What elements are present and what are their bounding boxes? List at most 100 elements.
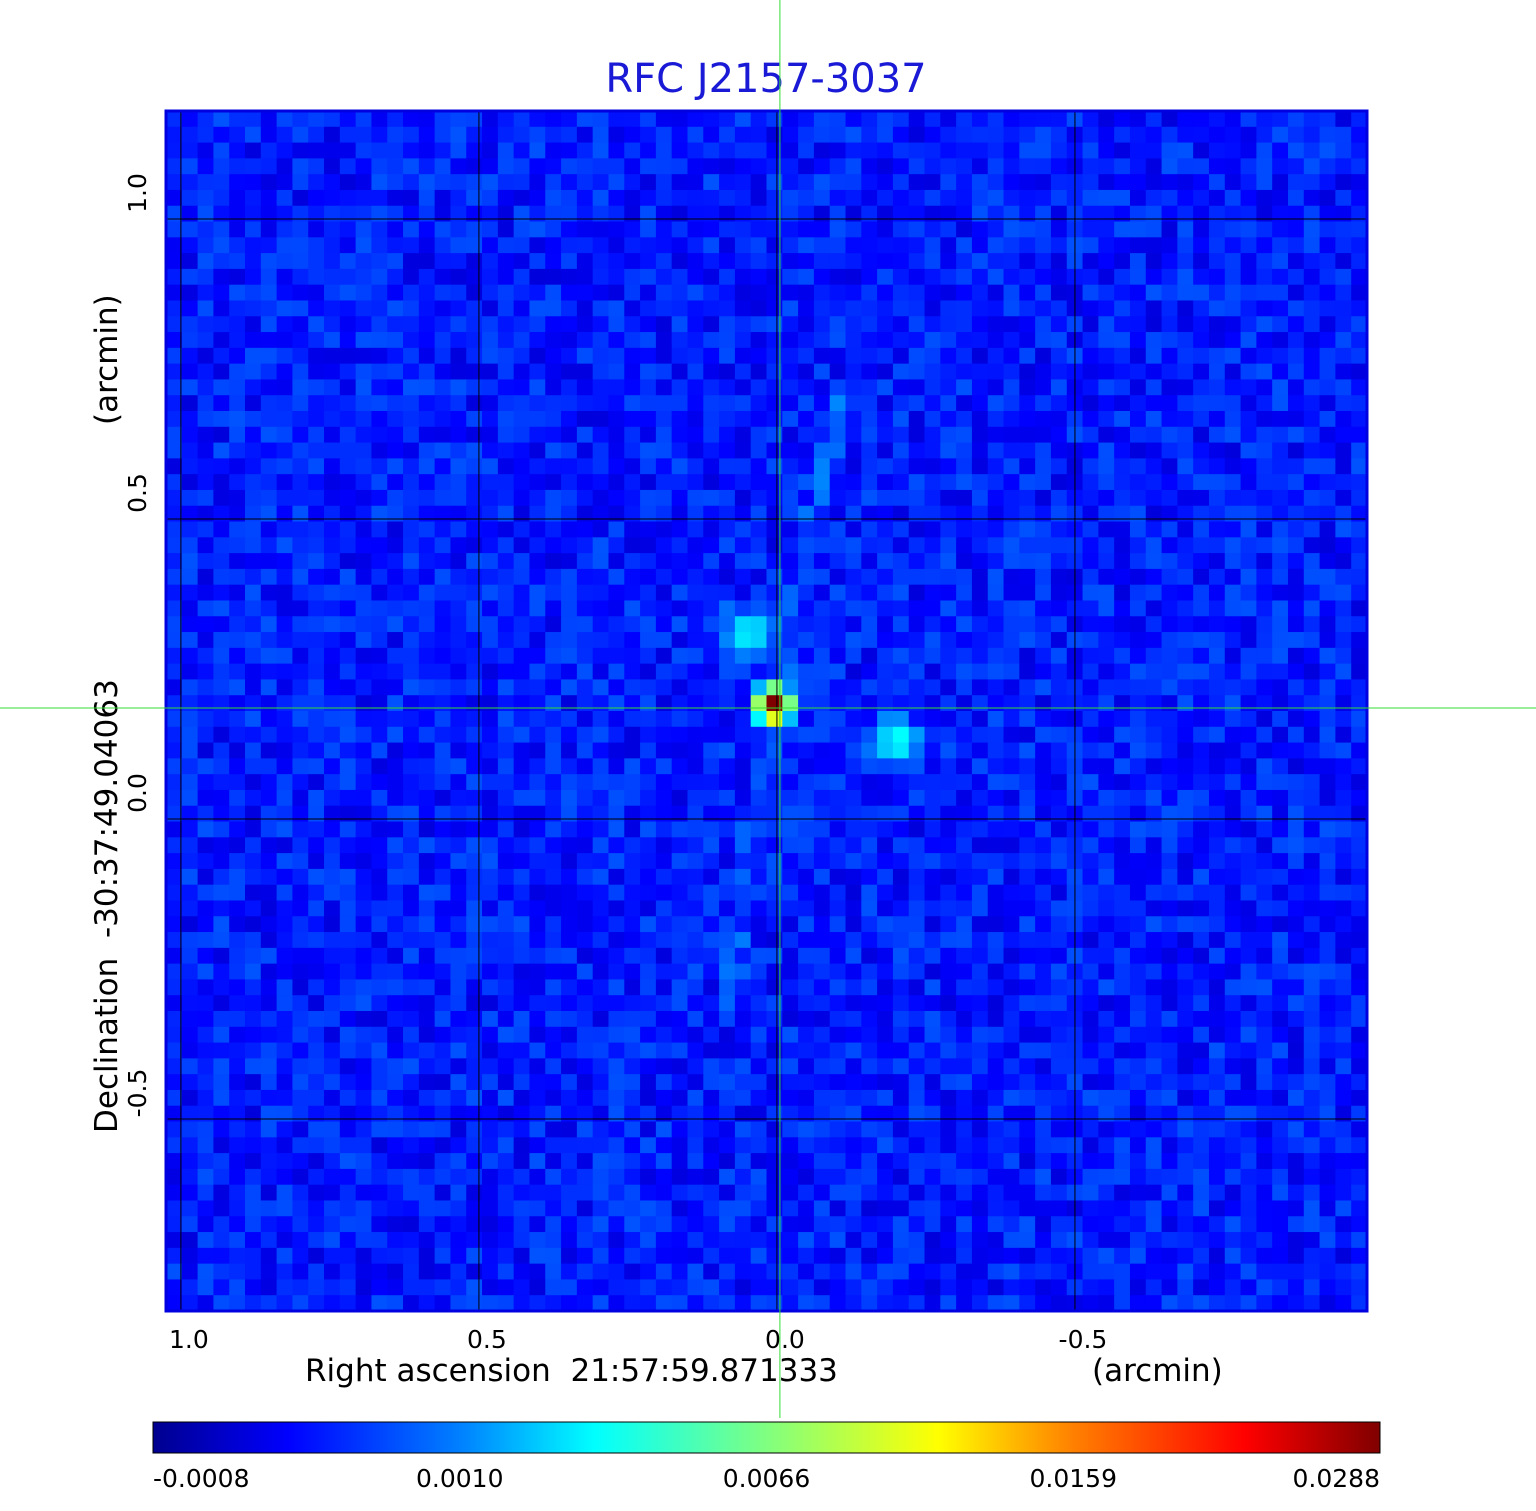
- heatmap-cell: [1145, 268, 1163, 286]
- heatmap-cell: [987, 868, 1005, 886]
- heatmap-cell: [1335, 1026, 1352, 1044]
- heatmap-cell: [861, 300, 878, 317]
- heatmap-cell: [1240, 726, 1257, 744]
- heatmap-cell: [1240, 711, 1257, 728]
- heatmap-cell: [734, 395, 752, 412]
- heatmap-cell: [387, 189, 404, 207]
- heatmap-cell: [719, 979, 736, 996]
- heatmap-cell: [166, 553, 183, 570]
- heatmap-cell: [466, 174, 483, 191]
- heatmap-cell: [355, 1042, 373, 1059]
- heatmap-cell: [908, 1011, 926, 1028]
- heatmap-cell: [1019, 395, 1036, 412]
- heatmap-cell: [213, 632, 230, 649]
- heatmap-cell: [1019, 932, 1036, 949]
- heatmap-cell: [845, 363, 862, 381]
- heatmap-cell: [750, 821, 768, 838]
- heatmap-cell: [734, 805, 752, 823]
- heatmap-cell: [308, 205, 325, 223]
- heatmap-cell: [371, 505, 388, 523]
- heatmap-cell: [197, 932, 215, 949]
- heatmap-cell: [1098, 837, 1115, 854]
- heatmap-cell: [229, 774, 246, 791]
- heatmap-cell: [845, 347, 862, 365]
- heatmap-image: [166, 111, 1367, 1311]
- heatmap-cell: [624, 600, 641, 617]
- heatmap-cell: [1351, 837, 1367, 854]
- heatmap-cell: [276, 632, 294, 649]
- heatmap-cell: [260, 379, 278, 396]
- heatmap-cell: [671, 284, 689, 302]
- heatmap-cell: [529, 1137, 546, 1154]
- heatmap-cell: [308, 1026, 325, 1044]
- heatmap-cell: [213, 489, 230, 507]
- heatmap-cell: [1019, 726, 1036, 744]
- heatmap-cell: [482, 253, 499, 270]
- heatmap-cell: [766, 963, 783, 981]
- heatmap-cell: [1256, 600, 1273, 617]
- heatmap-cell: [1050, 884, 1068, 902]
- heatmap-cell: [1003, 126, 1020, 144]
- heatmap-cell: [529, 316, 546, 333]
- heatmap-cell: [339, 505, 357, 523]
- heatmap-cell: [734, 142, 752, 159]
- heatmap-cell: [703, 711, 720, 728]
- heatmap-cell: [561, 205, 578, 223]
- heatmap-cell: [1114, 837, 1131, 854]
- heatmap-cell: [576, 632, 594, 649]
- heatmap-cell: [576, 947, 594, 965]
- heatmap-cell: [166, 268, 183, 286]
- heatmap-cell: [1240, 1058, 1257, 1075]
- heatmap-cell: [1351, 900, 1367, 917]
- heatmap-cell: [940, 821, 957, 838]
- heatmap-cell: [1082, 442, 1099, 459]
- heatmap-cell: [371, 1026, 388, 1044]
- heatmap-cell: [1351, 600, 1367, 617]
- heatmap-cell: [924, 584, 941, 602]
- heatmap-cell: [624, 884, 641, 902]
- heatmap-cell: [750, 916, 768, 933]
- heatmap-cell: [197, 158, 215, 175]
- heatmap-cell: [987, 1058, 1005, 1075]
- heatmap-cell: [956, 205, 973, 223]
- heatmap-cell: [608, 1089, 625, 1107]
- heatmap-cell: [624, 695, 641, 712]
- heatmap-cell: [1335, 853, 1352, 870]
- heatmap-cell: [734, 679, 752, 696]
- heatmap-cell: [308, 237, 325, 254]
- heatmap-cell: [766, 1058, 783, 1075]
- heatmap-cell: [1272, 821, 1289, 838]
- heatmap-cell: [339, 932, 357, 949]
- heatmap-cell: [466, 1058, 483, 1075]
- heatmap-cell: [1114, 237, 1131, 254]
- heatmap-cell: [956, 616, 973, 633]
- heatmap-cell: [1019, 884, 1036, 902]
- heatmap-cell: [1177, 174, 1194, 191]
- heatmap-cell: [687, 711, 704, 728]
- heatmap-cell: [1145, 600, 1163, 617]
- heatmap-cell: [1177, 947, 1194, 965]
- heatmap-cell: [640, 947, 657, 965]
- heatmap-cell: [987, 395, 1005, 412]
- heatmap-cell: [624, 237, 641, 254]
- heatmap-cell: [1082, 189, 1099, 207]
- heatmap-cell: [1303, 189, 1321, 207]
- heatmap-cell: [687, 1074, 704, 1091]
- heatmap-cell: [339, 158, 357, 175]
- heatmap-cell: [245, 268, 262, 286]
- heatmap-cell: [813, 647, 831, 665]
- heatmap-cell: [1145, 189, 1163, 207]
- heatmap-cell: [450, 711, 467, 728]
- heatmap-cell: [908, 505, 926, 523]
- heatmap-cell: [434, 758, 452, 775]
- heatmap-cell: [181, 679, 199, 696]
- heatmap-cell: [466, 221, 483, 238]
- heatmap-cell: [1050, 442, 1068, 459]
- heatmap-cell: [403, 379, 420, 396]
- heatmap-cell: [166, 774, 183, 791]
- heatmap-cell: [1114, 695, 1131, 712]
- heatmap-cell: [1050, 947, 1068, 965]
- heatmap-cell: [798, 837, 815, 854]
- heatmap-cell: [1193, 995, 1210, 1012]
- heatmap-cell: [434, 774, 452, 791]
